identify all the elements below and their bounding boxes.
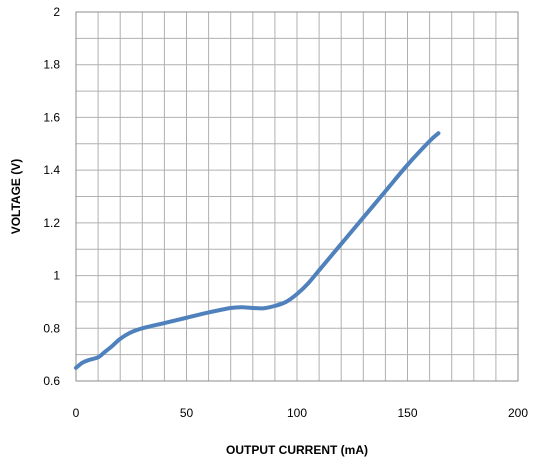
y-tick-label: 1.4	[43, 163, 60, 177]
x-tick-label: 200	[508, 406, 528, 420]
y-tick-label: 2	[53, 5, 60, 19]
y-tick-label: 1	[53, 269, 60, 283]
x-tick-label: 0	[73, 406, 80, 420]
series-layer	[74, 131, 441, 370]
series-line	[74, 131, 441, 370]
tick-labels: 0 50 100 150 200 0.6 0.8 1 1.2 1.4 1.6 1.8 2	[43, 5, 528, 420]
y-tick-label: 1.2	[43, 216, 60, 230]
y-tick-label: 0.6	[43, 374, 60, 388]
grid-lines	[75, 11, 519, 382]
y-axis-title: VOLTAGE (V)	[9, 159, 23, 235]
x-tick-label: 100	[287, 406, 307, 420]
y-tick-label: 1.6	[43, 110, 60, 124]
y-tick-label: 0.8	[43, 321, 60, 335]
x-axis-title: OUTPUT CURRENT (mA)	[226, 443, 368, 457]
x-tick-label: 150	[397, 406, 417, 420]
x-tick-label: 50	[180, 406, 194, 420]
y-tick-label: 1.8	[43, 58, 60, 72]
plot-frame	[75, 11, 519, 382]
